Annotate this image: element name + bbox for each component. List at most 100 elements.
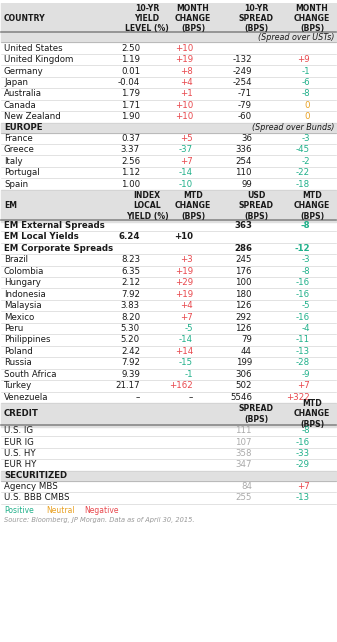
- Text: Positive: Positive: [4, 506, 34, 515]
- Text: 1.12: 1.12: [121, 168, 140, 177]
- Text: 1.00: 1.00: [121, 180, 140, 189]
- Text: 245: 245: [236, 256, 252, 265]
- Text: +7: +7: [297, 381, 310, 390]
- Text: 107: 107: [236, 438, 252, 447]
- Text: 8.23: 8.23: [121, 256, 140, 265]
- Text: +7: +7: [180, 157, 193, 166]
- Text: Portugal: Portugal: [4, 168, 40, 177]
- Text: 126: 126: [236, 324, 252, 333]
- Text: 3.37: 3.37: [121, 145, 140, 154]
- Text: -60: -60: [238, 112, 252, 121]
- Text: Spain: Spain: [4, 180, 28, 189]
- Text: -12: -12: [295, 244, 310, 253]
- Text: Italy: Italy: [4, 157, 23, 166]
- Text: Negative: Negative: [84, 506, 119, 515]
- Text: +19: +19: [175, 266, 193, 276]
- Text: 358: 358: [236, 449, 252, 458]
- Text: 2.42: 2.42: [121, 347, 140, 356]
- Text: 3.83: 3.83: [121, 301, 140, 310]
- Text: 44: 44: [241, 347, 252, 356]
- Text: MTD
CHANGE
(BPS): MTD CHANGE (BPS): [294, 399, 330, 429]
- Text: (Spread over Bunds): (Spread over Bunds): [252, 123, 334, 132]
- Text: Russia: Russia: [4, 358, 32, 367]
- Text: 5.30: 5.30: [121, 324, 140, 333]
- Text: USD
SPREAD
(BPS): USD SPREAD (BPS): [239, 191, 274, 221]
- Text: –: –: [189, 393, 193, 402]
- Text: 8.20: 8.20: [121, 313, 140, 322]
- Text: 6.24: 6.24: [119, 232, 140, 241]
- Text: -5: -5: [301, 301, 310, 310]
- Text: MONTH
CHANGE
(BPS): MONTH CHANGE (BPS): [294, 4, 330, 33]
- Text: EM Local Yields: EM Local Yields: [4, 232, 79, 241]
- Text: +8: +8: [180, 67, 193, 76]
- Text: -16: -16: [296, 313, 310, 322]
- Text: +10: +10: [175, 112, 193, 121]
- Text: 255: 255: [236, 493, 252, 502]
- Text: Poland: Poland: [4, 347, 33, 356]
- Text: 10-YR
SPREAD
(BPS): 10-YR SPREAD (BPS): [239, 4, 274, 33]
- Text: –: –: [135, 393, 140, 402]
- Text: SPREAD
(BPS): SPREAD (BPS): [239, 404, 274, 424]
- Text: 36: 36: [241, 134, 252, 143]
- Text: +29: +29: [175, 278, 193, 287]
- Text: 111: 111: [236, 426, 252, 435]
- Text: -3: -3: [301, 256, 310, 265]
- Text: 347: 347: [236, 460, 252, 469]
- Text: 0: 0: [305, 101, 310, 110]
- Text: Germany: Germany: [4, 67, 44, 76]
- Text: United Kingdom: United Kingdom: [4, 55, 73, 64]
- Text: MTD
CHANGE
(BPS): MTD CHANGE (BPS): [175, 191, 211, 221]
- Text: -132: -132: [233, 55, 252, 64]
- Text: -1: -1: [301, 67, 310, 76]
- Text: Venezuela: Venezuela: [4, 393, 49, 402]
- Text: +10: +10: [174, 232, 193, 241]
- Text: EUR HY: EUR HY: [4, 460, 36, 469]
- Text: -4: -4: [301, 324, 310, 333]
- Text: -79: -79: [238, 101, 252, 110]
- Text: Indonesia: Indonesia: [4, 290, 46, 299]
- Text: +19: +19: [175, 290, 193, 299]
- Text: EM: EM: [4, 201, 17, 211]
- Text: EUROPE: EUROPE: [4, 123, 42, 132]
- Text: 1.19: 1.19: [121, 55, 140, 64]
- Text: 21.17: 21.17: [115, 381, 140, 390]
- Text: 79: 79: [241, 336, 252, 345]
- Text: 5546: 5546: [230, 393, 252, 402]
- Text: -249: -249: [233, 67, 252, 76]
- Text: -8: -8: [301, 266, 310, 276]
- Text: +4: +4: [180, 301, 193, 310]
- Text: 1.71: 1.71: [121, 101, 140, 110]
- Text: (Spread over USTs): (Spread over USTs): [257, 33, 334, 42]
- Text: 9.39: 9.39: [121, 370, 140, 379]
- Text: 126: 126: [236, 301, 252, 310]
- Text: +5: +5: [180, 134, 193, 143]
- Text: 1.90: 1.90: [121, 112, 140, 121]
- Text: 363: 363: [234, 221, 252, 230]
- Text: -16: -16: [296, 290, 310, 299]
- Text: -11: -11: [296, 336, 310, 345]
- Text: 286: 286: [234, 244, 252, 253]
- Text: 502: 502: [236, 381, 252, 390]
- Text: Hungary: Hungary: [4, 278, 41, 287]
- Text: Colombia: Colombia: [4, 266, 44, 276]
- Text: +10: +10: [175, 44, 193, 53]
- Text: Brazil: Brazil: [4, 256, 28, 265]
- Text: -1: -1: [184, 370, 193, 379]
- Text: -14: -14: [179, 336, 193, 345]
- Text: 5.20: 5.20: [121, 336, 140, 345]
- Text: -45: -45: [296, 145, 310, 154]
- Text: -16: -16: [296, 438, 310, 447]
- Text: -29: -29: [296, 460, 310, 469]
- Text: 1.79: 1.79: [121, 89, 140, 98]
- Text: +4: +4: [180, 78, 193, 87]
- Text: -254: -254: [233, 78, 252, 87]
- Text: -71: -71: [238, 89, 252, 98]
- Text: +1: +1: [180, 89, 193, 98]
- Text: 2.56: 2.56: [121, 157, 140, 166]
- Text: -6: -6: [301, 78, 310, 87]
- Text: Neutral: Neutral: [46, 506, 74, 515]
- Text: +9: +9: [297, 55, 310, 64]
- Text: 7.92: 7.92: [121, 358, 140, 367]
- Text: 110: 110: [236, 168, 252, 177]
- Text: -14: -14: [179, 168, 193, 177]
